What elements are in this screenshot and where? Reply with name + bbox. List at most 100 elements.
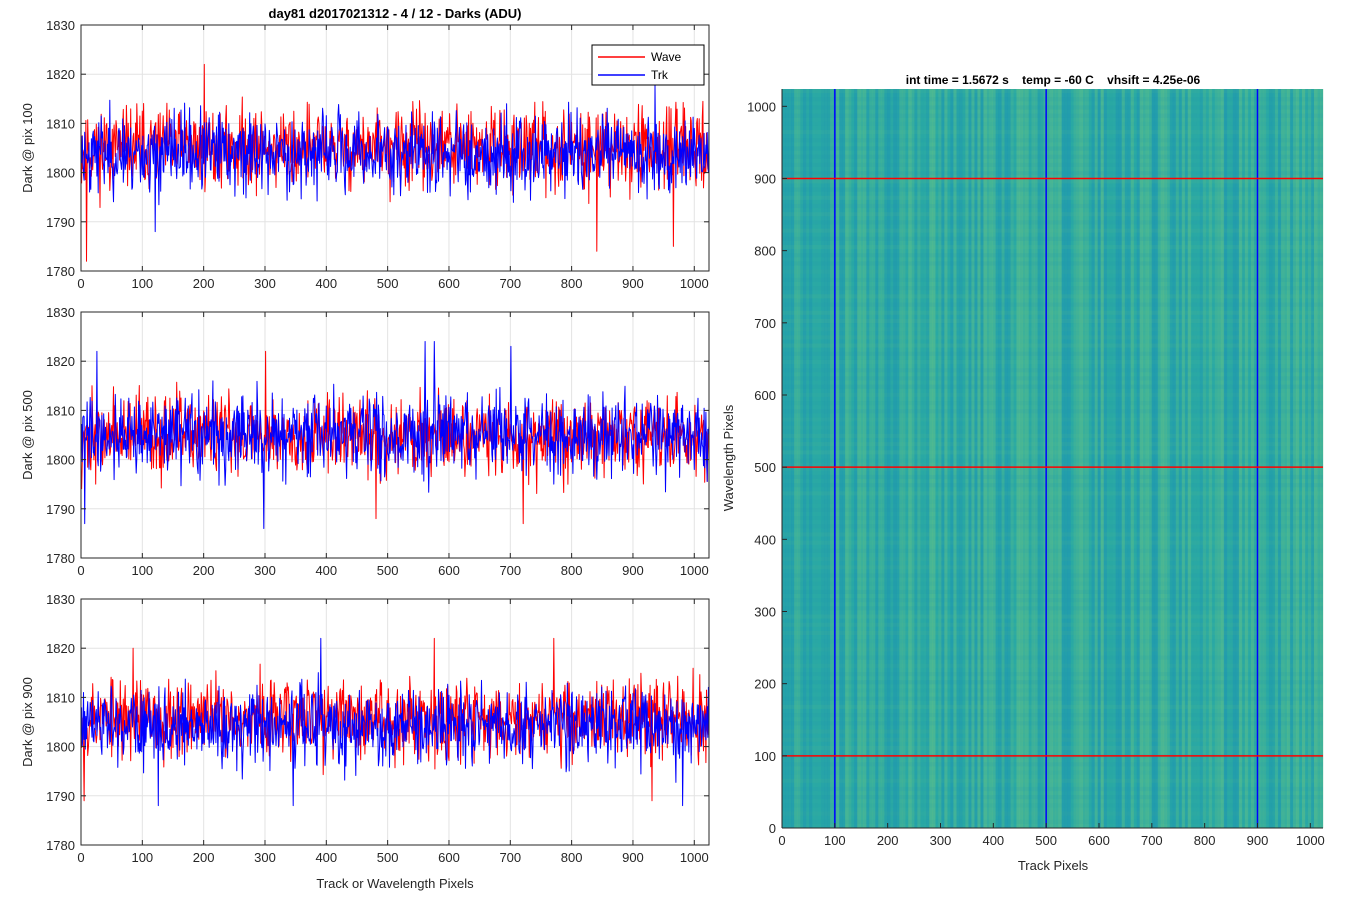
heatmap-column	[863, 89, 867, 828]
heatmap-row-texture	[782, 286, 1323, 291]
heatmap-column	[1253, 89, 1258, 828]
y-tick-label: 700	[754, 316, 776, 331]
heatmap-column	[1097, 89, 1101, 828]
heatmap-row-texture	[782, 203, 1323, 209]
legend-entry-trk: Trk	[651, 68, 669, 82]
y-tick-label: 1810	[46, 116, 75, 131]
x-tick-label: 300	[930, 833, 952, 848]
heatmap-row-texture	[782, 425, 1323, 430]
y-tick-label: 1780	[46, 264, 75, 279]
heatmap-column	[788, 89, 792, 828]
heatmap-column	[842, 89, 846, 828]
y-tick-label: 1820	[46, 354, 75, 369]
heatmap-row-texture	[782, 97, 1323, 102]
x-tick-label: 400	[315, 850, 337, 865]
line-panel-pix-500: Dark @ pix 500 0 100 200 300 400 500 600 700 800…	[20, 305, 710, 578]
heatmap-column	[893, 89, 897, 828]
heatmap-column	[932, 89, 936, 828]
heatmap-row-texture	[782, 606, 1323, 611]
heatmap-column	[950, 89, 954, 828]
heatmap-column	[911, 89, 915, 828]
heatmap-column	[1211, 89, 1216, 828]
heatmap-title: int time = 1.5672 s temp = -60 C vhsift …	[906, 73, 1201, 87]
heatmap-column	[1247, 89, 1252, 828]
heatmap-row-texture	[782, 261, 1323, 266]
y-tick-label: 800	[754, 244, 776, 259]
x-tick-label: 600	[438, 563, 460, 578]
heatmap-column	[815, 89, 819, 828]
series-line-trk	[81, 637, 710, 807]
heatmap-column	[1085, 89, 1089, 828]
heatmap-column	[1109, 89, 1114, 828]
heatmap-row-texture	[782, 770, 1323, 775]
heatmap-column	[1205, 89, 1210, 828]
x-tick-label: 800	[561, 850, 583, 865]
x-tick-label: 600	[1088, 833, 1110, 848]
x-tick-label: 100	[131, 563, 153, 578]
y-tick-label: 1820	[46, 641, 75, 656]
heatmap-column	[884, 89, 888, 828]
heatmap-column	[1013, 89, 1017, 828]
heatmap-row-texture	[782, 409, 1323, 414]
heatmap-row-texture	[782, 515, 1323, 521]
heatmap-row-texture	[782, 269, 1323, 274]
heatmap-column	[989, 89, 993, 828]
panel-3-ylabel: Dark @ pix 900	[20, 677, 35, 767]
heatmap-row-texture	[782, 458, 1323, 463]
x-tick-label: 600	[438, 276, 460, 291]
heatmap-row-texture	[782, 195, 1323, 200]
y-tick-label: 500	[754, 460, 776, 475]
heatmap-row-texture	[782, 450, 1323, 455]
heatmap-row-texture	[782, 639, 1323, 644]
heatmap-column	[1184, 89, 1189, 828]
heatmap-column	[1238, 89, 1243, 828]
heatmap-column	[1319, 89, 1324, 828]
heatmap-column	[1118, 89, 1123, 828]
heatmap-column	[1061, 89, 1065, 828]
heatmap-column	[1274, 89, 1279, 828]
heatmap-row-texture	[782, 762, 1323, 767]
heatmap-column	[1124, 89, 1129, 828]
heatmap-column	[1166, 89, 1171, 828]
y-tick-label: 1800	[46, 453, 75, 468]
heatmap-column	[872, 89, 876, 828]
heatmap-column	[854, 89, 858, 828]
x-tick-label: 400	[982, 833, 1004, 848]
heatmap-column	[1136, 89, 1141, 828]
heatmap-row-texture	[782, 310, 1323, 315]
heatmap-row-texture	[782, 392, 1323, 397]
panel-3-xlabel: Track or Wavelength Pixels	[316, 876, 474, 891]
x-tick-label: 600	[438, 850, 460, 865]
heatmap-row-texture	[782, 598, 1323, 603]
heatmap-row-texture	[782, 368, 1323, 373]
x-tick-label: 900	[622, 563, 644, 578]
y-tick-label: 200	[754, 677, 776, 692]
heatmap-column	[1259, 89, 1264, 828]
heatmap-row-texture	[782, 795, 1323, 800]
heatmap-row-texture	[782, 121, 1323, 126]
heatmap-row-texture	[782, 220, 1323, 225]
heatmap-row-texture	[782, 318, 1323, 324]
heatmap-xlabel: Track Pixels	[1018, 858, 1089, 873]
heatmap-column	[1187, 89, 1192, 828]
heatmap-row-texture	[782, 622, 1323, 627]
heatmap-column	[980, 89, 984, 828]
heatmap-row-texture	[782, 507, 1323, 512]
heatmap-column	[1010, 89, 1014, 828]
heatmap-column	[794, 89, 798, 828]
heatmap-column	[929, 89, 933, 828]
heatmap-column	[1070, 89, 1074, 828]
heatmap-column	[1148, 89, 1153, 828]
heatmap-column	[1316, 89, 1321, 828]
heatmap-row-texture	[782, 171, 1323, 176]
x-tick-label: 500	[377, 850, 399, 865]
x-tick-label: 300	[254, 850, 276, 865]
heatmap-row-texture	[782, 811, 1323, 816]
heatmap-row-texture	[782, 351, 1323, 356]
heatmap-column	[1196, 89, 1201, 828]
heatmap-row-texture	[782, 277, 1323, 282]
heatmap-column	[1106, 89, 1111, 828]
x-tick-label: 700	[499, 276, 521, 291]
heatmap-row-texture	[782, 499, 1323, 504]
y-tick-label: 300	[754, 604, 776, 619]
